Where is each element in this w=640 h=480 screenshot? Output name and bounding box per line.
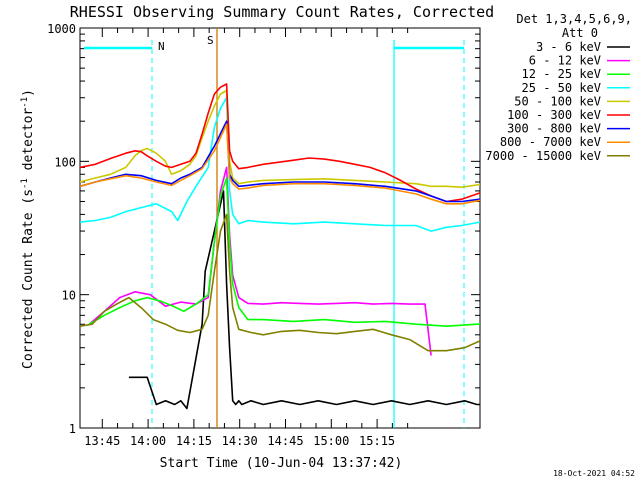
x-axis-label: Start Time (10-Jun-04 13:37:42): [160, 456, 403, 471]
legend-label: 6 - 12 keV: [529, 54, 601, 68]
series-line-5: [79, 89, 481, 188]
series-line-8: [79, 123, 481, 205]
legend-header-detectors: Det 1,3,4,5,6,9,: [516, 12, 632, 26]
legend-label: 3 - 6 keV: [536, 40, 601, 54]
chart-title: RHESSI Observing Summary Count Rates, Co…: [70, 3, 494, 21]
x-tick-label: 14:45: [267, 434, 303, 448]
legend-label: 12 - 25 keV: [522, 67, 601, 81]
x-tick-label: 13:45: [84, 434, 120, 448]
night-marker: N: [158, 40, 165, 53]
x-tick-label: 15:00: [313, 434, 349, 448]
legend-label: 25 - 50 keV: [522, 81, 601, 95]
y-tick-label: 10: [62, 289, 76, 303]
legend-header-attenuator: Att 0: [562, 26, 598, 40]
plot-frame: [79, 27, 481, 429]
legend-label: 100 - 300 keV: [507, 108, 601, 122]
series-line-6: [79, 83, 481, 203]
y-axis-label: Corrected Count Rate (s-1 detector-1): [20, 89, 36, 369]
series-line-9: [79, 213, 481, 352]
series-layer: [79, 83, 481, 410]
legend-label: 300 - 800 keV: [507, 122, 601, 136]
legend-label: 50 - 100 keV: [514, 94, 601, 108]
legend-label: 800 - 7000 keV: [500, 135, 601, 149]
x-tick-label: 14:15: [176, 434, 212, 448]
y-tick-labels: 1 10 100 1000: [47, 22, 76, 436]
x-tick-label: 14:30: [222, 434, 258, 448]
y-tick-label: 100: [54, 155, 76, 169]
y-tick-label: 1: [69, 422, 76, 436]
series-line-1: [128, 190, 480, 410]
saa-marker: S: [207, 34, 214, 47]
y-tick-label: 1000: [47, 22, 76, 36]
x-tick-labels: 13:45 14:00 14:15 14:30 14:45 15:00 15:15: [84, 434, 395, 448]
x-tick-label: 15:15: [359, 434, 395, 448]
series-line-3: [88, 177, 480, 328]
legend-label: 7000 - 15000 keV: [485, 149, 601, 163]
axis-ticks: [80, 28, 480, 429]
x-tick-label: 14:00: [130, 434, 166, 448]
annotation-layer: N S: [84, 28, 465, 428]
series-line-4: [79, 96, 481, 232]
series-line-2: [88, 166, 432, 356]
timestamp: 18-Oct-2021 04:52: [553, 469, 635, 478]
series-line-7: [79, 120, 481, 203]
